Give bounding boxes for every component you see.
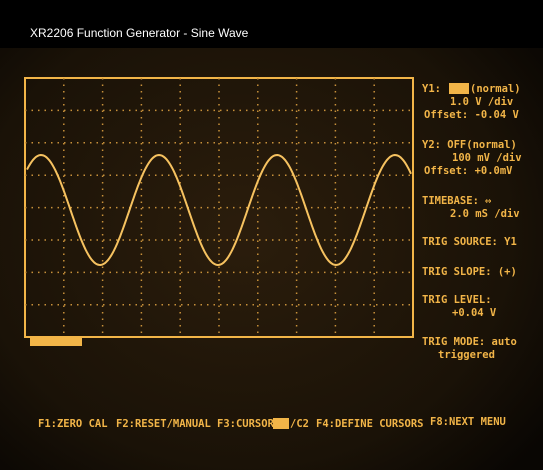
f3-state-block xyxy=(273,418,289,429)
background xyxy=(0,0,543,470)
y2-scale: 100 mV /div xyxy=(452,152,522,164)
trig-slope: TRIG SLOPE: (+) xyxy=(422,266,517,278)
title-bar xyxy=(0,0,543,48)
y1-state-block xyxy=(449,83,469,94)
softkey-f2: F2:RESET/MANUAL xyxy=(116,418,211,430)
trig-state: triggered xyxy=(438,349,495,361)
y1-offset: Offset: -0.04 V xyxy=(424,109,520,121)
y1-label: Y1: xyxy=(422,83,441,95)
timebase-scale: 2.0 mS /div xyxy=(450,208,520,220)
trig-level-label: TRIG LEVEL: xyxy=(422,294,492,306)
trig-mode: TRIG MODE: auto xyxy=(422,336,517,348)
screen-photo: XR2206 Function Generator - Sine Wave Y1… xyxy=(0,0,543,470)
softkey-f3-suffix: /C2 xyxy=(290,418,309,430)
timebase-arrow: ⇔ xyxy=(485,195,491,207)
ground-marker xyxy=(30,337,82,346)
y2-label: Y2: OFF(normal) xyxy=(422,139,517,151)
y1-mode: (normal) xyxy=(470,83,521,95)
softkey-f1: F1:ZERO CAL xyxy=(38,418,108,430)
softkey-f8: F8:NEXT MENU xyxy=(430,416,506,428)
title: XR2206 Function Generator - Sine Wave xyxy=(30,26,249,40)
timebase-label: TIMEBASE: xyxy=(422,195,479,207)
softkey-f3: F3:CURSOR xyxy=(217,418,275,430)
softkey-f4: F4:DEFINE CURSORS xyxy=(316,418,423,430)
trig-source: TRIG SOURCE: Y1 xyxy=(422,236,517,248)
trig-level-value: +0.04 V xyxy=(452,307,497,319)
y1-scale: 1.0 V /div xyxy=(450,96,513,108)
y2-offset: Offset: +0.0mV xyxy=(424,165,513,177)
